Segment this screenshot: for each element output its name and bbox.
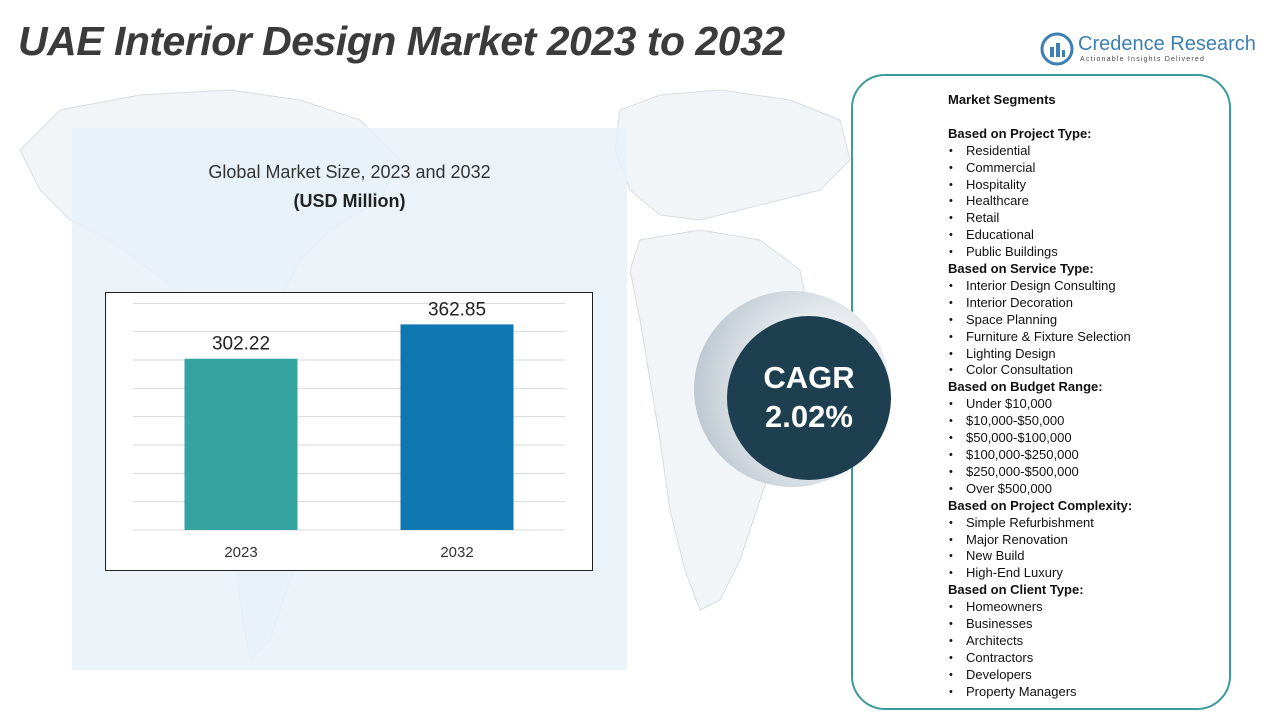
bar-chart: 302.22 362.85 2023 2032	[105, 292, 593, 571]
segment-item: $10,000-$50,000	[948, 413, 1228, 430]
segment-item: Architects	[948, 633, 1228, 650]
segment-group-title: Based on Project Complexity:	[948, 497, 1133, 513]
brand-logo: Credence Research Actionable Insights De…	[1040, 30, 1260, 70]
segment-item: New Build	[948, 548, 1228, 565]
chart-title: Global Market Size, 2023 and 2032	[208, 162, 491, 182]
category-labels: 2023 2032	[224, 544, 473, 561]
credence-logo-icon	[1040, 32, 1074, 66]
segment-item: Interior Design Consulting	[948, 278, 1228, 295]
segment-item: Public Buildings	[948, 244, 1228, 261]
segment-item: Businesses	[948, 616, 1228, 633]
segment-item: Homeowners	[948, 599, 1228, 616]
bar-value-label: 302.22	[212, 334, 270, 355]
segment-group-title: Based on Budget Range:	[948, 379, 1103, 395]
segment-item: Space Planning	[948, 312, 1228, 329]
segment-item: $250,000-$500,000	[948, 464, 1228, 481]
cagr-label: CAGR	[763, 360, 855, 395]
segment-list: ResidentialCommercialHospitalityHealthca…	[948, 143, 1228, 261]
bar-value-label: 362.85	[428, 299, 486, 320]
x-tick-label: 2032	[440, 544, 473, 561]
segment-item: $50,000-$100,000	[948, 430, 1228, 447]
segment-item: Retail	[948, 210, 1228, 227]
x-tick-label: 2023	[224, 544, 257, 561]
segments-title: Market Segments	[948, 92, 1056, 107]
segment-item: Contractors	[948, 650, 1228, 667]
segments-panel: Market Segments Based on Project Type: Re…	[851, 74, 1231, 710]
segment-list: Under $10,000$10,000-$50,000$50,000-$100…	[948, 396, 1228, 497]
brand-name: Credence Research	[1078, 33, 1256, 55]
segment-item: Educational	[948, 227, 1228, 244]
segment-item: High-End Luxury	[948, 565, 1228, 582]
segment-item: Under $10,000	[948, 396, 1228, 413]
segment-group-title: Based on Service Type:	[948, 261, 1094, 277]
segment-list: Simple RefurbishmentMajor RenovationNew …	[948, 515, 1228, 583]
segment-group-title: Based on Project Type:	[948, 125, 1092, 141]
segments-content: Market Segments Based on Project Type: Re…	[948, 92, 1228, 701]
page-title: UAE Interior Design Market 2023 to 2032	[18, 18, 785, 64]
segment-group-title: Based on Client Type:	[948, 582, 1084, 598]
segment-item: Developers	[948, 667, 1228, 684]
segment-list: HomeownersBusinessesArchitectsContractor…	[948, 599, 1228, 700]
chart-unit: (USD Million)	[293, 191, 406, 211]
segment-item: Residential	[948, 143, 1228, 160]
segment-item: Color Consultation	[948, 362, 1228, 379]
cagr-value: 2.02%	[765, 399, 853, 434]
segment-item: Commercial	[948, 160, 1228, 177]
segment-item: Simple Refurbishment	[948, 515, 1228, 532]
segment-list: Interior Design ConsultingInterior Decor…	[948, 278, 1228, 379]
value-labels: 302.22 362.85	[212, 299, 486, 354]
bar-2032	[400, 324, 514, 530]
segment-item: Lighting Design	[948, 346, 1228, 363]
segment-item: Major Renovation	[948, 532, 1228, 549]
segment-item: Hospitality	[948, 177, 1228, 194]
bars	[184, 324, 514, 530]
segment-item: Healthcare	[948, 193, 1228, 210]
segment-item: Interior Decoration	[948, 295, 1228, 312]
bar-2023	[184, 358, 298, 530]
brand-tagline: Actionable Insights Delivered	[1080, 56, 1206, 63]
segment-item: Over $500,000	[948, 481, 1228, 498]
segment-item: Property Managers	[948, 684, 1228, 701]
segment-item: Furniture & Fixture Selection	[948, 329, 1228, 346]
cagr-circle	[727, 316, 891, 480]
segment-item: $100,000-$250,000	[948, 447, 1228, 464]
